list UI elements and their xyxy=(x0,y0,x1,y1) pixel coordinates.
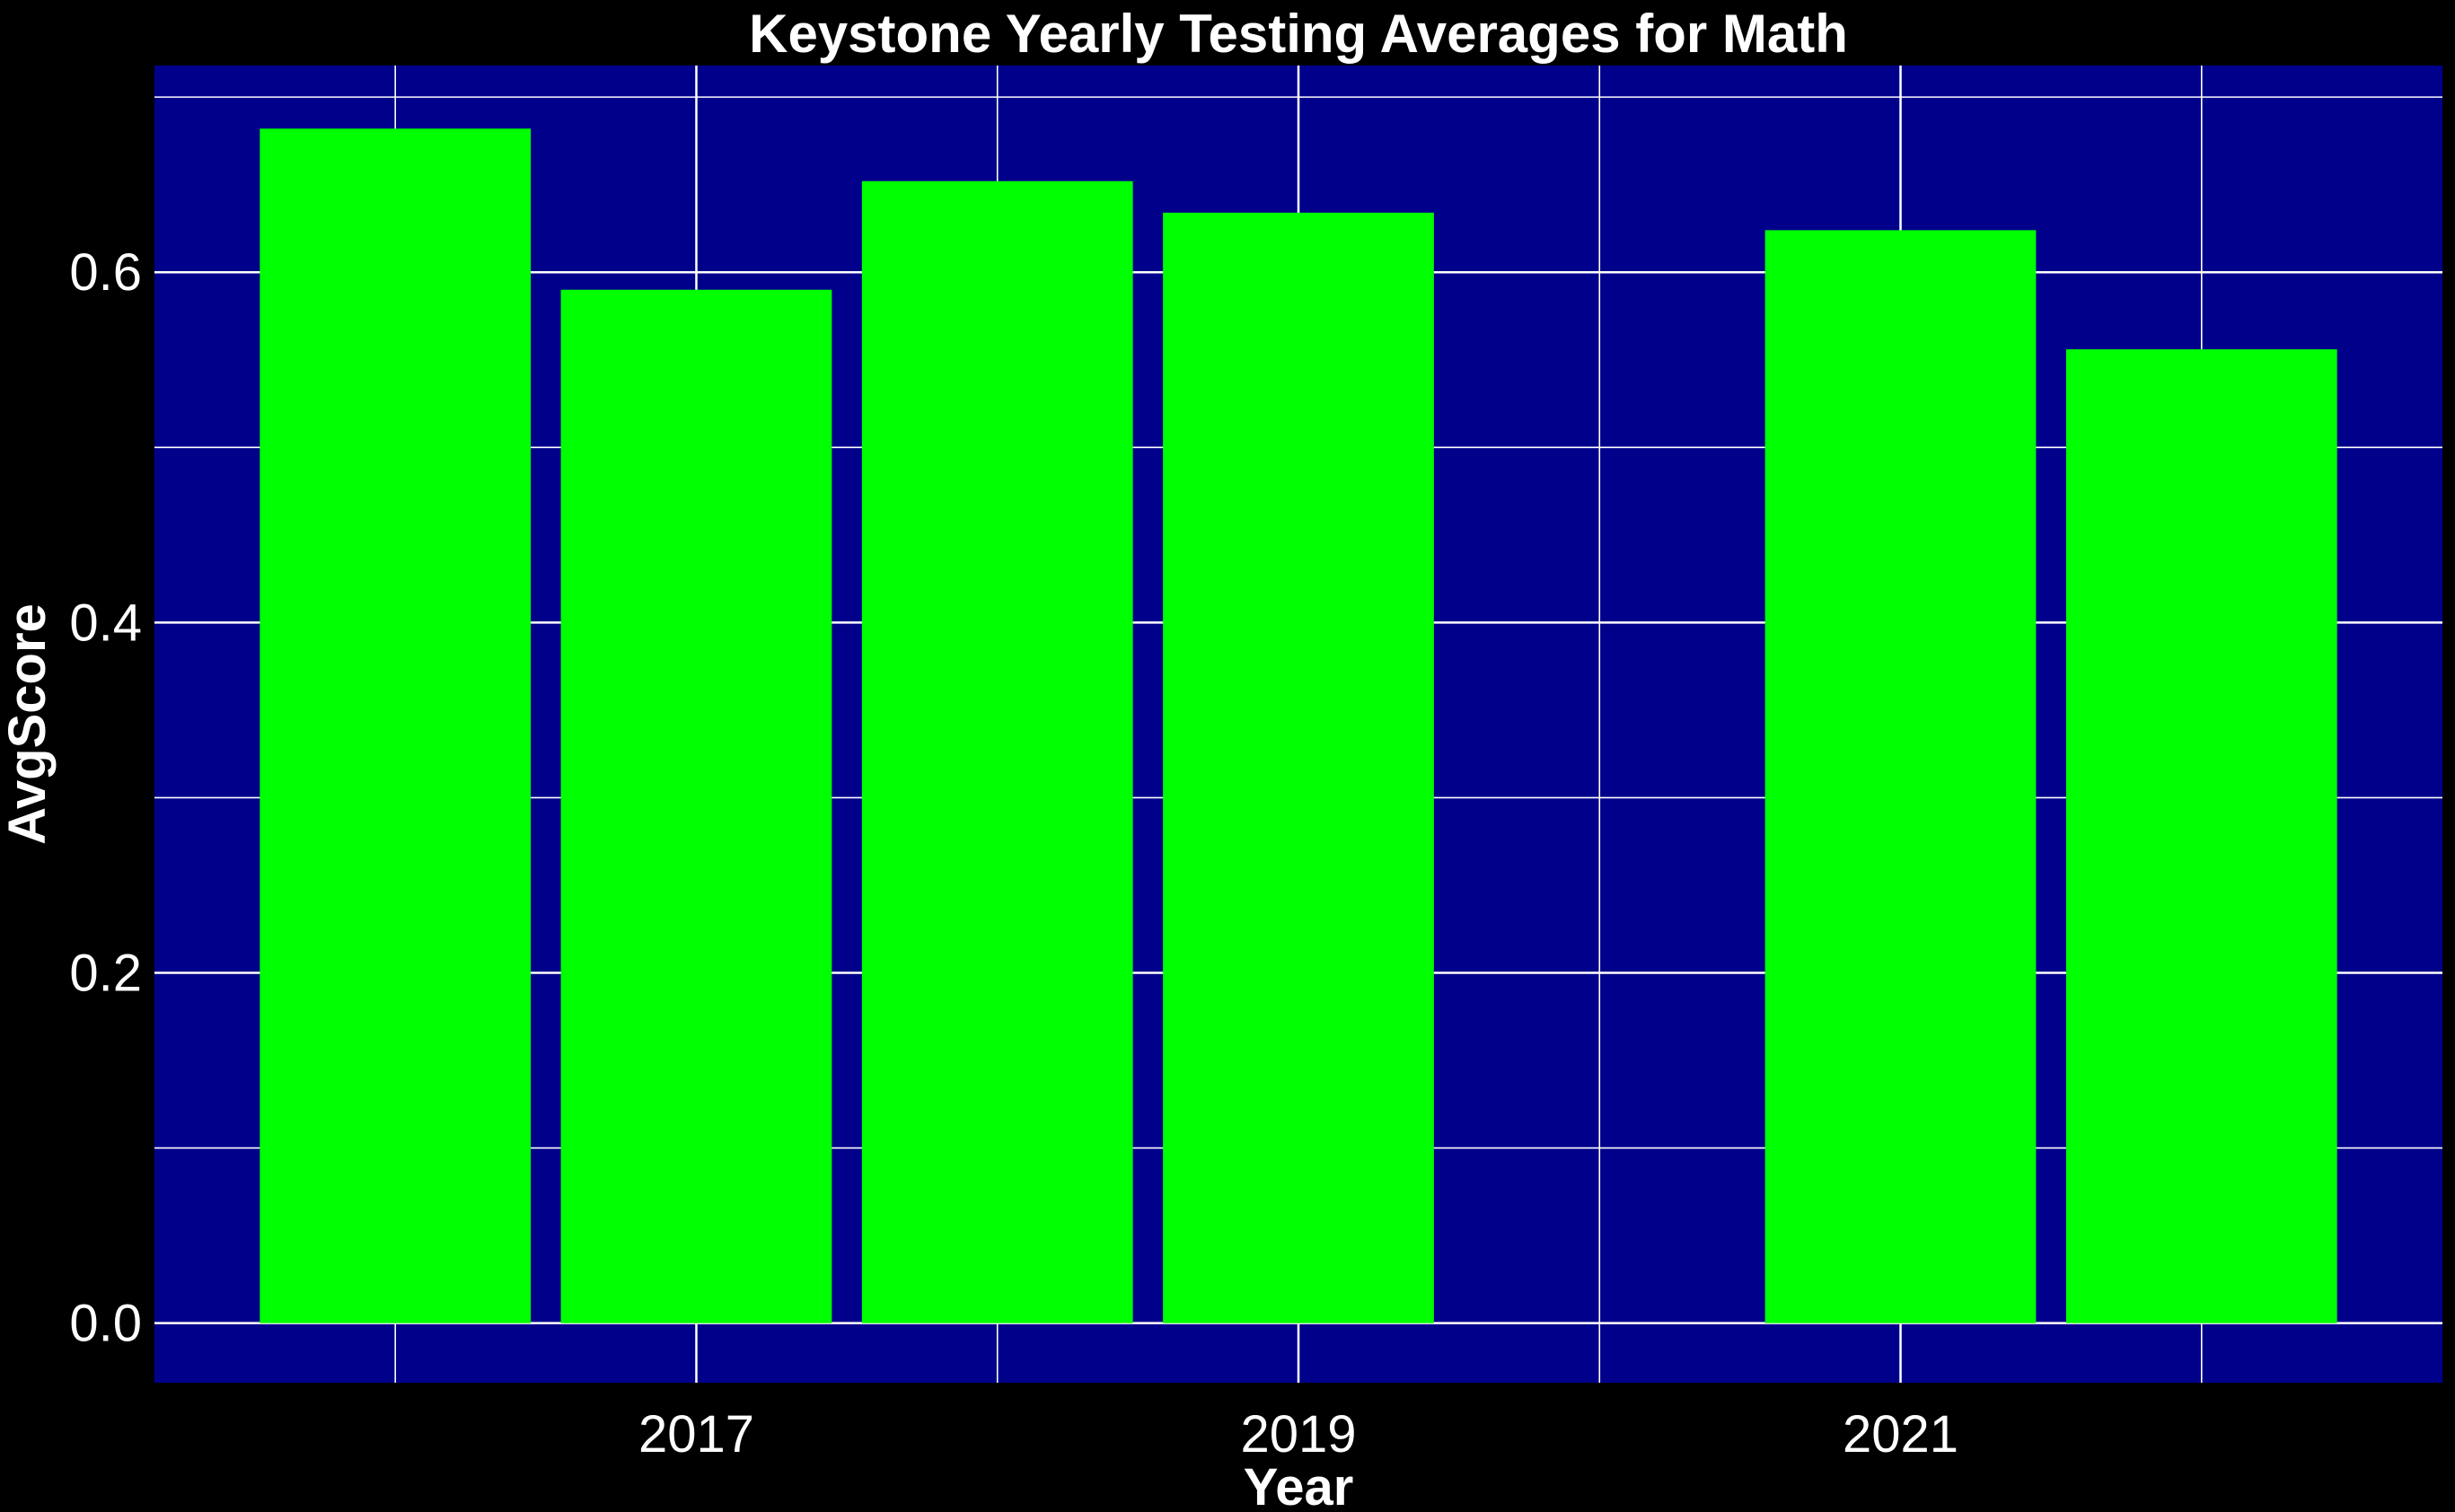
y-axis-ticks: 0.0 0.2 0.4 0.6 xyxy=(69,243,142,1352)
chart-title: Keystone Yearly Testing Averages for Mat… xyxy=(749,4,1848,64)
bar-2016 xyxy=(260,128,532,1323)
x-tick-label: 2019 xyxy=(1240,1405,1356,1464)
bar-2018 xyxy=(861,180,1133,1323)
y-tick-label: 0.2 xyxy=(69,945,142,1003)
bars xyxy=(260,128,2337,1323)
y-tick-label: 0.4 xyxy=(69,593,142,652)
bar-2021 xyxy=(1764,230,2037,1323)
bar-2022 xyxy=(2065,349,2337,1323)
y-axis-title: AvgScore xyxy=(0,603,57,845)
x-axis-ticks: 2017 2019 2021 xyxy=(638,1405,1958,1464)
y-tick-label: 0.0 xyxy=(69,1295,142,1353)
bar-2019 xyxy=(1163,212,1434,1323)
x-tick-label: 2021 xyxy=(1843,1405,1958,1464)
x-axis-title: Year xyxy=(1244,1458,1354,1512)
y-tick-label: 0.6 xyxy=(69,243,142,302)
x-tick-label: 2017 xyxy=(638,1405,754,1464)
bar-2017 xyxy=(560,289,832,1323)
